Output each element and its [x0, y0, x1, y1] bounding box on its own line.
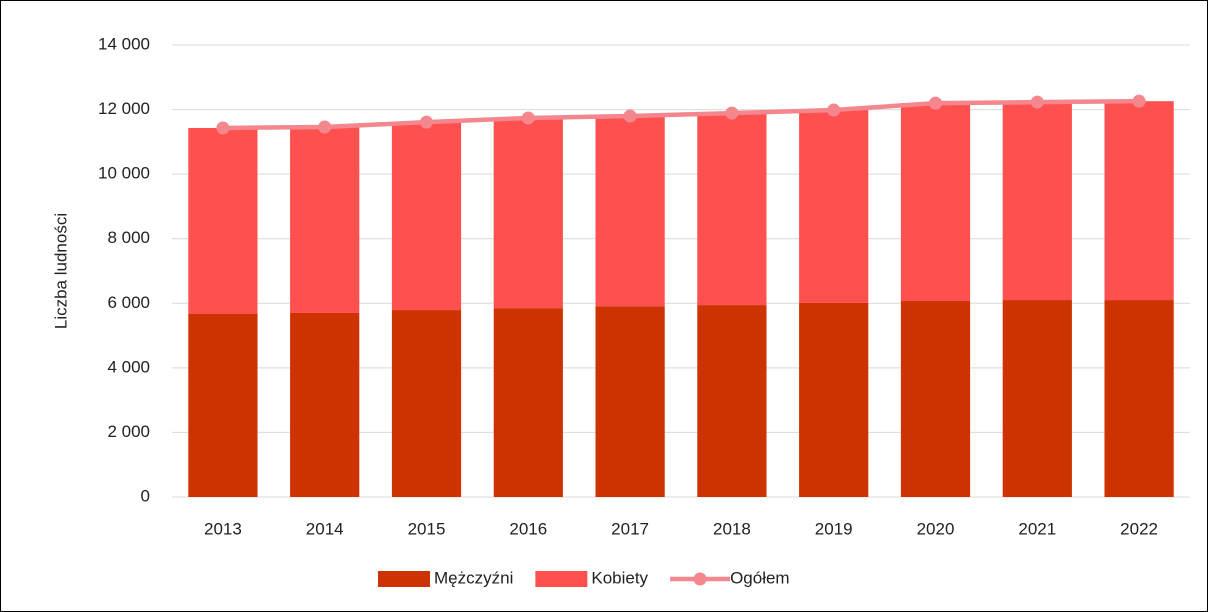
y-tick-label: 2 000 [107, 422, 150, 441]
bar [697, 113, 767, 306]
y-tick-label: 8 000 [107, 228, 150, 247]
bar [290, 312, 360, 497]
line-marker [521, 111, 535, 125]
y-tick-label: 4 000 [107, 357, 150, 376]
line-marker [420, 115, 433, 129]
x-tick-label: 2022 [1120, 519, 1158, 538]
bar [900, 103, 971, 302]
x-tick-label: 2020 [917, 519, 955, 538]
bar [799, 302, 869, 497]
bar [188, 127, 258, 314]
bar [493, 308, 563, 497]
line-marker [1030, 95, 1044, 109]
bar [1104, 101, 1174, 301]
y-tick-label: 12 000 [98, 99, 150, 118]
line-marker [725, 106, 739, 120]
x-tick-label: 2015 [408, 519, 446, 538]
line-marker [929, 96, 942, 110]
y-axis-title: Liczba ludności [51, 213, 70, 329]
line [222, 98, 1140, 131]
legend-swatch [378, 571, 430, 587]
legend-swatch [535, 571, 588, 587]
y-tick-label: 0 [141, 486, 150, 505]
x-tick-label: 2013 [204, 519, 242, 538]
x-tick-label: 2021 [1018, 519, 1056, 538]
x-tick-label: 2019 [815, 519, 853, 538]
bar [799, 110, 869, 303]
y-tick-label: 6 000 [107, 293, 150, 312]
x-tick-label: 2014 [306, 519, 344, 538]
bar [697, 305, 767, 497]
bar [391, 310, 462, 497]
line-marker [623, 109, 637, 123]
legend-swatch [693, 572, 707, 586]
bar [1002, 102, 1072, 301]
line-marker [216, 121, 230, 135]
bar [1002, 300, 1072, 497]
bar [595, 306, 665, 497]
line-marker [1132, 94, 1146, 108]
bar [595, 116, 665, 307]
line-marker [827, 103, 841, 117]
bar [1104, 300, 1174, 497]
legend-label: Kobiety [591, 568, 648, 587]
bar [290, 127, 360, 313]
legend-label: Ogółem [730, 568, 790, 587]
line-marker [318, 120, 332, 134]
y-tick-label: 10 000 [98, 164, 150, 183]
x-tick-label: 2017 [611, 519, 649, 538]
y-tick-label: 14 000 [98, 34, 150, 53]
x-tick-label: 2016 [509, 519, 547, 538]
bar [493, 117, 563, 309]
bar [900, 301, 971, 497]
bar [391, 122, 462, 311]
legend-label: Mężczyźni [434, 568, 513, 587]
bar [188, 313, 258, 497]
x-tick-label: 2018 [713, 519, 751, 538]
